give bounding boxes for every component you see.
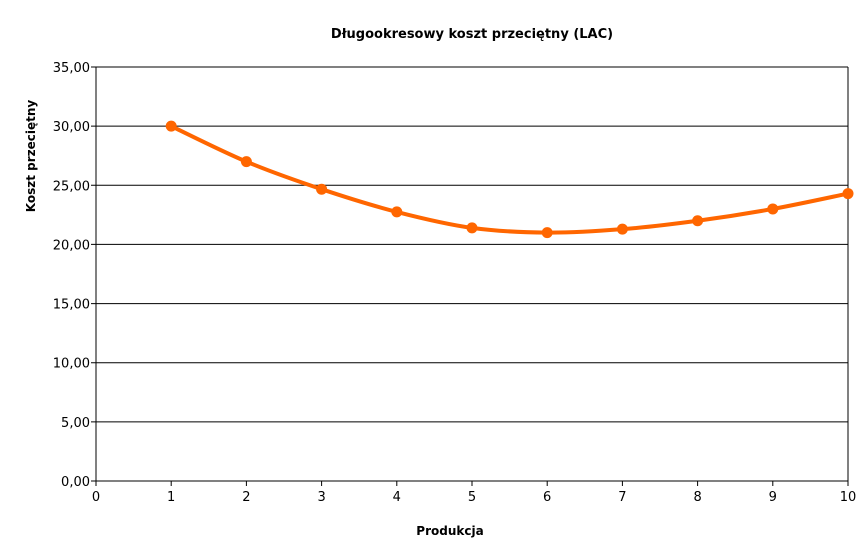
y-tick-label: 20,00 [53, 238, 90, 253]
x-axis-label: Produkcja [416, 524, 483, 538]
y-tick-label: 0,00 [61, 475, 90, 490]
data-point [240, 156, 252, 168]
y-tick-label: 35,00 [53, 61, 90, 76]
y-tick-label: 15,00 [53, 298, 90, 313]
data-point [316, 183, 328, 195]
x-tick-label: 8 [693, 490, 701, 505]
x-tick-labels: 0 1 2 3 4 5 6 7 8 9 10 [92, 490, 856, 505]
y-tick-label: 25,00 [53, 179, 90, 194]
data-point [767, 203, 779, 215]
x-tick-label: 10 [840, 490, 857, 505]
x-tick-label: 0 [92, 490, 100, 505]
x-tick-label: 4 [393, 490, 401, 505]
chart-title: Długookresowy koszt przeciętny (LAC) [331, 27, 613, 42]
data-point [541, 227, 553, 239]
data-point [466, 222, 478, 234]
grid [91, 66, 848, 482]
y-tick-label: 5,00 [61, 416, 90, 431]
y-tick-label: 10,00 [53, 357, 90, 372]
axes [95, 67, 849, 486]
data-points [165, 120, 854, 239]
data-point [842, 188, 854, 200]
data-point [391, 206, 403, 218]
x-tick-label: 9 [769, 490, 777, 505]
y-tick-labels: 0,00 5,00 10,00 15,00 20,00 25,00 30,00 35,00 [53, 61, 90, 490]
data-point [692, 215, 704, 227]
series-line [169, 124, 850, 235]
y-tick-label: 30,00 [53, 120, 90, 135]
data-point [165, 120, 177, 132]
y-axis-label: Koszt przeciętny [24, 100, 38, 213]
x-tick-label: 5 [468, 490, 476, 505]
x-tick-label: 6 [543, 490, 551, 505]
x-tick-label: 7 [618, 490, 626, 505]
data-point [616, 223, 628, 235]
x-tick-label: 2 [242, 490, 250, 505]
x-tick-label: 1 [167, 490, 175, 505]
x-tick-label: 3 [317, 490, 325, 505]
